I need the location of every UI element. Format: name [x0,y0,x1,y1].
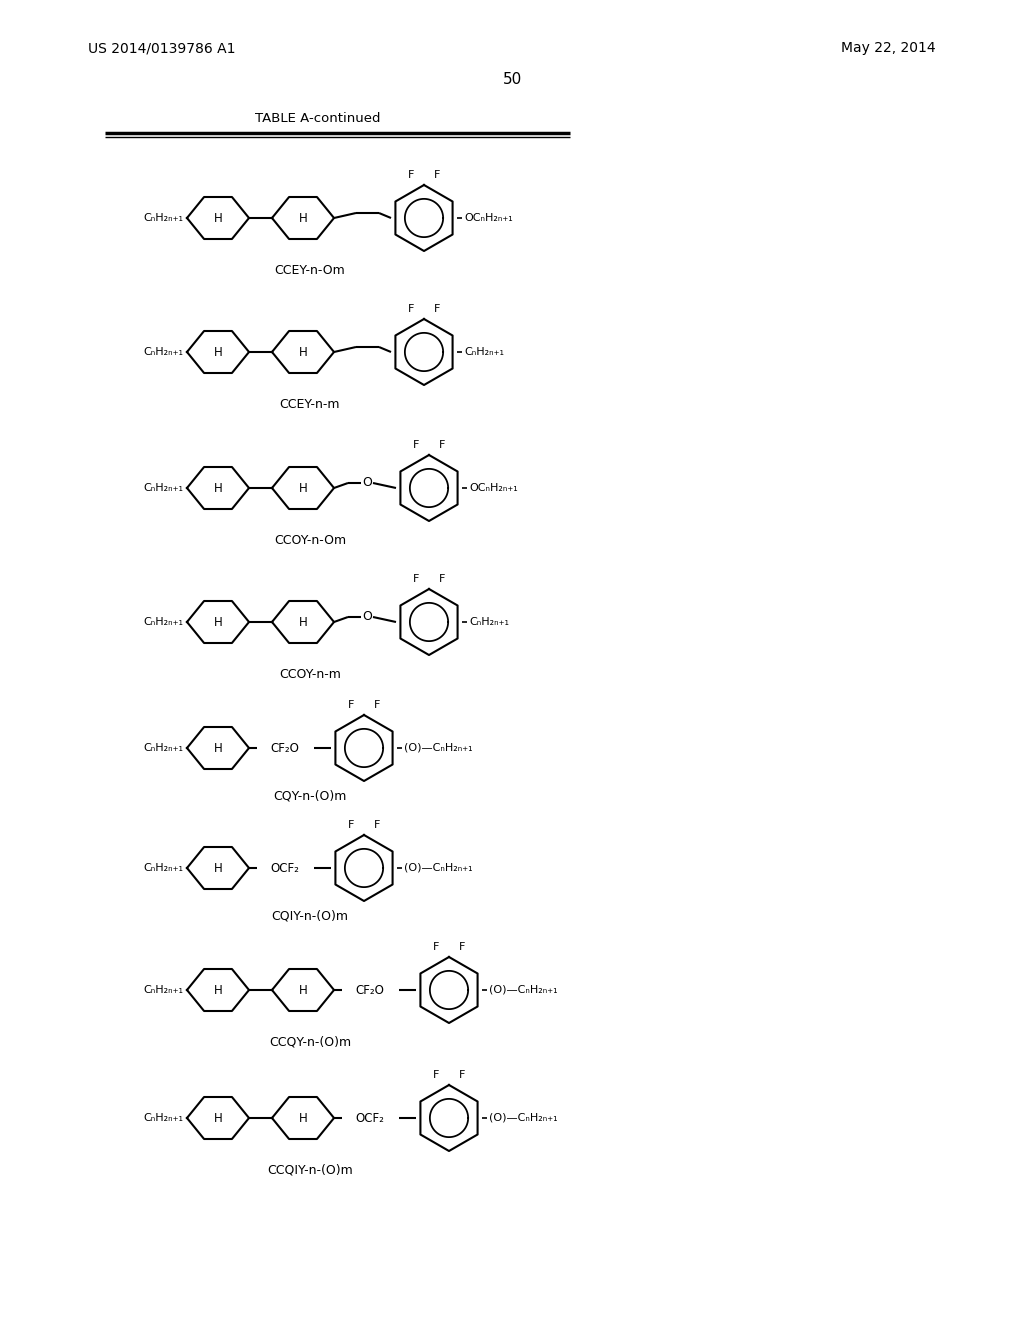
Text: CQIY-n-(O)m: CQIY-n-(O)m [271,909,348,923]
Text: OCₙH₂ₙ₊₁: OCₙH₂ₙ₊₁ [469,483,518,492]
Text: F: F [374,820,380,830]
Text: CCQIY-n-(O)m: CCQIY-n-(O)m [267,1163,353,1176]
Text: CCOY-n-Om: CCOY-n-Om [274,533,346,546]
Text: H: H [214,211,222,224]
Text: F: F [374,700,380,710]
Text: OCF₂: OCF₂ [270,862,299,874]
Text: 50: 50 [503,73,521,87]
Text: H: H [299,211,307,224]
Text: (O)—CₙH₂ₙ₊₁: (O)—CₙH₂ₙ₊₁ [489,1113,558,1123]
Text: H: H [214,862,222,874]
Text: F: F [439,440,445,450]
Text: F: F [413,440,419,450]
Text: H: H [299,615,307,628]
Text: F: F [434,304,440,314]
Text: H: H [214,615,222,628]
Text: H: H [214,1111,222,1125]
Text: O: O [362,477,372,490]
Text: CCOY-n-m: CCOY-n-m [280,668,341,681]
Text: TABLE A-continued: TABLE A-continued [255,111,380,124]
Text: CₙH₂ₙ₊₁: CₙH₂ₙ₊₁ [143,347,183,356]
Text: May 22, 2014: May 22, 2014 [842,41,936,55]
Text: F: F [433,1071,439,1080]
Text: CₙH₂ₙ₊₁: CₙH₂ₙ₊₁ [464,347,504,356]
Text: H: H [214,742,222,755]
Text: F: F [408,304,414,314]
Text: CF₂O: CF₂O [270,742,299,755]
Text: H: H [214,983,222,997]
Text: H: H [299,482,307,495]
Text: F: F [439,574,445,583]
Text: CₙH₂ₙ₊₁: CₙH₂ₙ₊₁ [143,616,183,627]
Text: CF₂O: CF₂O [355,983,384,997]
Text: H: H [299,346,307,359]
Text: CₙH₂ₙ₊₁: CₙH₂ₙ₊₁ [143,1113,183,1123]
Text: F: F [348,820,354,830]
Text: OCₙH₂ₙ₊₁: OCₙH₂ₙ₊₁ [464,213,513,223]
Text: (O)—CₙH₂ₙ₊₁: (O)—CₙH₂ₙ₊₁ [489,985,558,995]
Text: CₙH₂ₙ₊₁: CₙH₂ₙ₊₁ [143,743,183,752]
Text: H: H [214,482,222,495]
Text: O: O [362,610,372,623]
Text: CₙH₂ₙ₊₁: CₙH₂ₙ₊₁ [143,863,183,873]
Text: F: F [434,170,440,180]
Text: F: F [459,942,465,952]
Text: H: H [299,983,307,997]
Text: US 2014/0139786 A1: US 2014/0139786 A1 [88,41,236,55]
Text: OCF₂: OCF₂ [355,1111,384,1125]
Text: F: F [348,700,354,710]
Text: CₙH₂ₙ₊₁: CₙH₂ₙ₊₁ [469,616,509,627]
Text: CₙH₂ₙ₊₁: CₙH₂ₙ₊₁ [143,985,183,995]
Text: CQY-n-(O)m: CQY-n-(O)m [273,789,347,803]
Text: F: F [413,574,419,583]
Text: H: H [214,346,222,359]
Text: F: F [408,170,414,180]
Text: (O)—CₙH₂ₙ₊₁: (O)—CₙH₂ₙ₊₁ [404,863,473,873]
Text: CCEY-n-Om: CCEY-n-Om [274,264,345,276]
Text: F: F [433,942,439,952]
Text: CₙH₂ₙ₊₁: CₙH₂ₙ₊₁ [143,213,183,223]
Text: CCQY-n-(O)m: CCQY-n-(O)m [269,1035,351,1048]
Text: (O)—CₙH₂ₙ₊₁: (O)—CₙH₂ₙ₊₁ [404,743,473,752]
Text: H: H [299,1111,307,1125]
Text: CCEY-n-m: CCEY-n-m [280,397,340,411]
Text: F: F [459,1071,465,1080]
Text: CₙH₂ₙ₊₁: CₙH₂ₙ₊₁ [143,483,183,492]
